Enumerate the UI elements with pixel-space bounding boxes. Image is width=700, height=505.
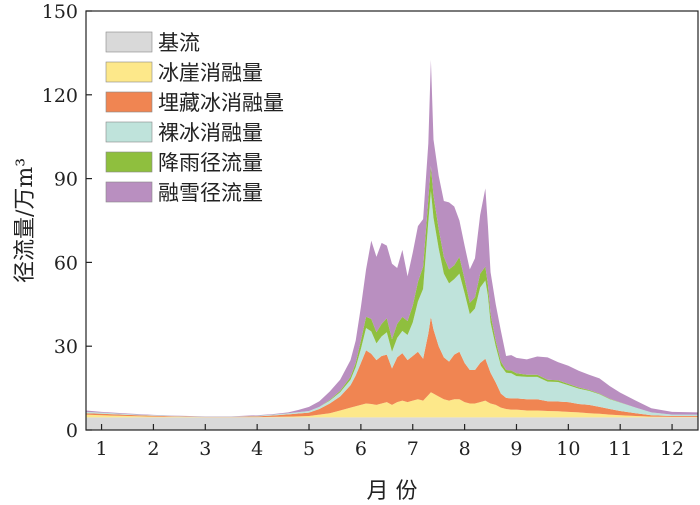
legend-swatch	[105, 31, 153, 53]
legend-swatch	[105, 91, 153, 113]
y-axis: 0 30 60 90 120 150	[42, 1, 92, 442]
legend-swatch	[105, 61, 153, 83]
legend-label: 降雨径流量	[158, 151, 263, 175]
x-tick-label: 9	[510, 438, 522, 460]
x-tick-label: 8	[459, 438, 471, 460]
legend-swatch	[105, 151, 153, 173]
x-tick-label: 4	[251, 438, 263, 460]
y-axis-title: 径流量/万m³	[13, 158, 38, 283]
legend-label: 裸冰消融量	[158, 121, 263, 145]
legend-swatch	[105, 121, 153, 143]
x-axis: 1 2 3 4 5 6 7 8 9 10 11 12	[96, 424, 684, 460]
x-tick-label: 1	[96, 438, 108, 460]
legend-label: 埋藏冰消融量	[158, 91, 284, 115]
area-series-1	[86, 417, 698, 430]
plot-frame	[85, 10, 699, 431]
x-tick-label: 5	[303, 438, 315, 460]
x-tick-label: 12	[660, 438, 684, 460]
legend-swatch	[105, 181, 153, 203]
y-tick-label: 0	[66, 420, 78, 442]
x-tick-label: 10	[556, 438, 580, 460]
stacked-areas	[86, 59, 698, 430]
x-tick-label: 7	[407, 438, 419, 460]
x-tick-label: 2	[147, 438, 159, 460]
x-tick-label: 3	[199, 438, 211, 460]
x-tick-label: 11	[608, 438, 632, 460]
y-tick-label: 60	[54, 252, 78, 274]
y-tick-label: 30	[54, 336, 78, 358]
x-axis-title: 月 份	[367, 479, 418, 504]
legend-label: 基流	[158, 31, 200, 55]
legend-label: 融雪径流量	[158, 181, 263, 205]
area-series-3	[86, 316, 698, 418]
legend-label: 冰崖消融量	[158, 61, 263, 85]
y-tick-label: 150	[42, 1, 78, 23]
x-tick-label: 6	[355, 438, 367, 460]
y-tick-label: 90	[54, 169, 78, 191]
y-tick-label: 120	[42, 85, 78, 107]
